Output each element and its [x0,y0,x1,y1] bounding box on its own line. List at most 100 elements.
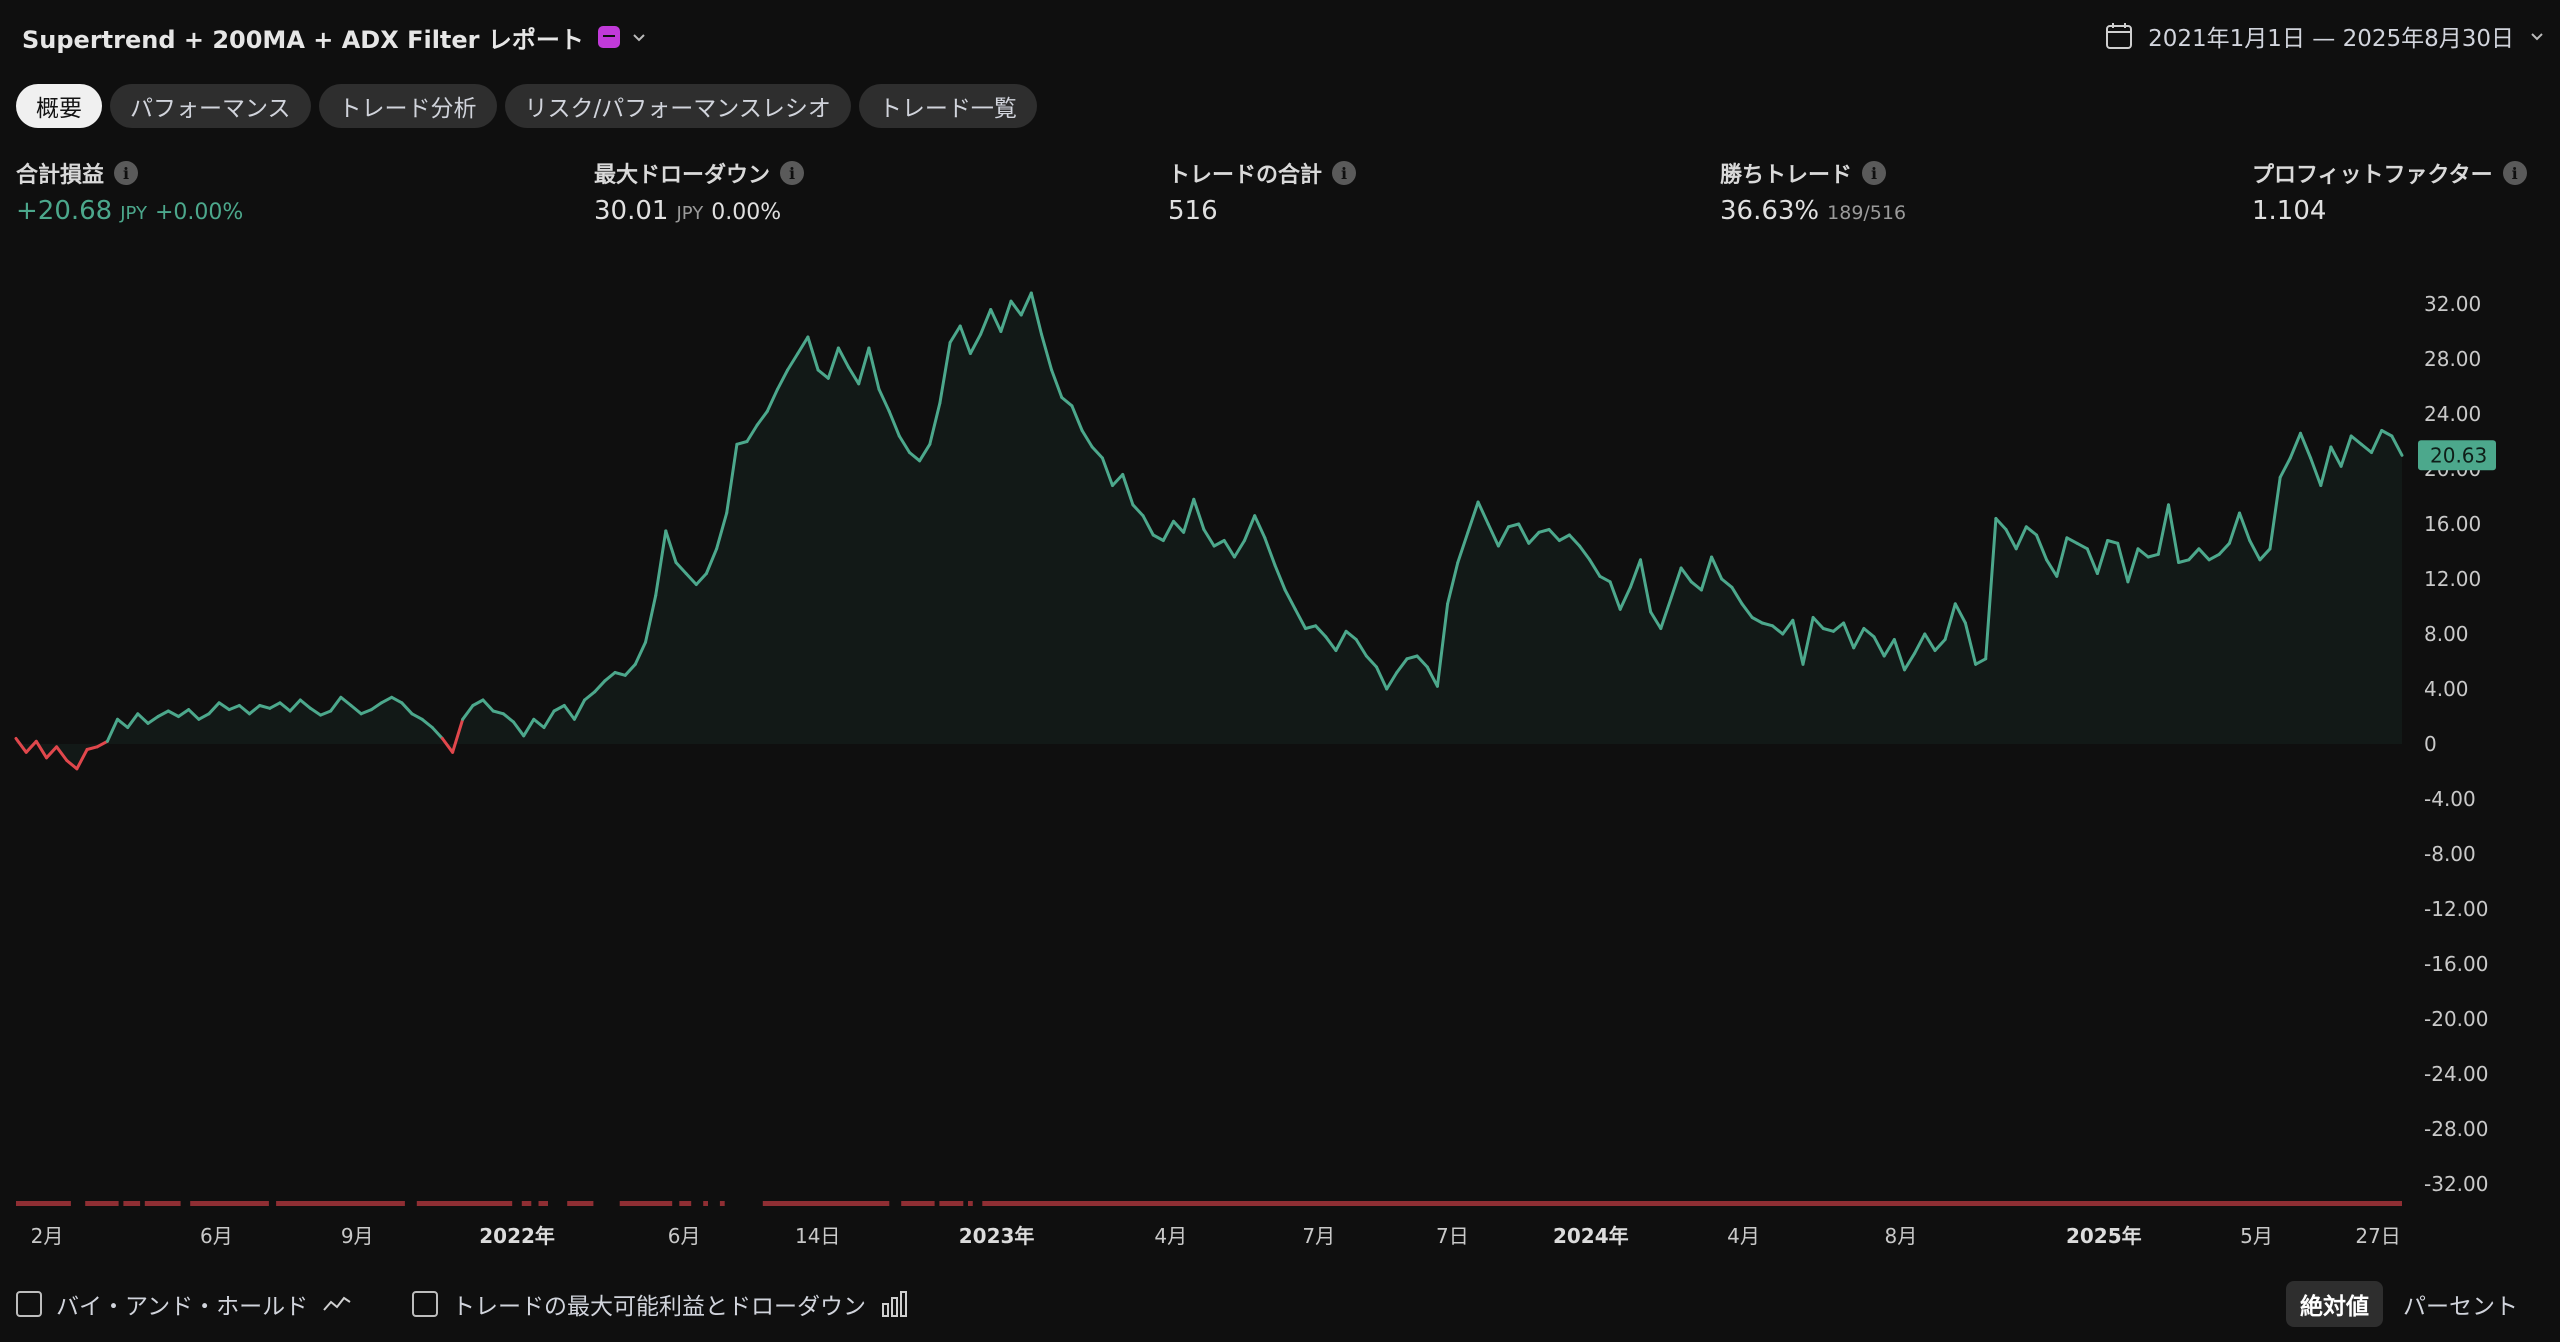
info-icon[interactable]: i [780,161,805,185]
buy-hold-toggle[interactable]: バイ・アンド・ホールド [16,1280,352,1328]
equity-line-segment [1151,533,1165,542]
equity-line-segment [2288,431,2302,460]
equity-line-segment [1222,539,1236,559]
x-tick-label: 9月 [341,1224,374,1248]
equity-line-segment [1689,580,1703,592]
equity-line-segment [1415,654,1429,669]
report-tabs: 概要 パフォーマンス トレード分析 リスク/パフォーマンスレシオ トレード一覧 [16,84,1037,128]
last-value-label: 20.63 [2430,443,2487,467]
drawdown-bar [123,1201,141,1206]
equity-line-segment [481,698,495,713]
equity-line-segment [1405,654,1419,661]
equity-chart[interactable]: 32.0028.0024.0020.0016.0012.008.004.000-… [0,270,2560,1260]
equity-line-segment [1385,671,1399,691]
percent-button[interactable]: パーセント [2403,1294,2518,1320]
equity-line-segment [1933,638,1947,652]
equity-line-segment [1111,473,1125,487]
info-icon[interactable]: i [2502,161,2527,185]
info-icon[interactable]: i [114,161,139,185]
equity-line-segment [1496,525,1510,548]
equity-line-segment [2106,539,2120,545]
tab-overview[interactable]: 概要 [16,84,102,128]
equity-line-segment [2187,547,2201,562]
y-tick-label: -12.00 [2424,897,2488,921]
equity-line-segment [1364,654,1378,669]
equity-line-segment [786,352,800,372]
equity-line-segment [958,324,972,355]
metric-total-trades: トレードの合計 i 516 [1168,158,1357,226]
equity-line-segment [1435,602,1450,688]
max-drawdown-value: 30.01 [594,196,669,226]
y-tick-label: -24.00 [2424,1062,2488,1086]
equity-line-segment [2258,547,2272,562]
buy-hold-checkbox[interactable] [16,1291,42,1317]
equity-line-segment [2075,541,2089,551]
equity-line-segment [979,308,993,336]
metric-profit-factor: プロフィットファクター i 1.104 [2252,158,2527,226]
strategy-title-dropdown[interactable]: Supertrend + 200MA + ADX Filter レポート [22,20,648,54]
y-tick-label: 12.00 [2424,567,2481,591]
max-profit-drawdown-checkbox[interactable] [412,1291,438,1317]
equity-line-segment [288,698,302,713]
equity-line-segment [1760,621,1774,628]
equity-line-segment [1974,657,1988,666]
equity-line-segment [1771,624,1785,636]
equity-line-segment [552,704,566,713]
metric-label: 最大ドローダウン [594,163,771,188]
equity-line-segment [2156,503,2170,556]
equity-line-segment [1293,607,1307,630]
value-mode-toggle: 絶対値 パーセント [2286,1280,2532,1328]
date-range-picker[interactable]: 2021年1月1日 — 2025年8月30日 [2104,18,2546,54]
info-icon[interactable]: i [1862,161,1887,185]
tab-list-of-trades[interactable]: トレード一覧 [858,84,1037,128]
equity-line-segment [258,704,272,710]
tab-performance[interactable]: パフォーマンス [110,84,311,128]
metric-label: 合計損益 [16,163,105,188]
x-tick-label: 7日 [1436,1224,1469,1248]
equity-line-segment [887,409,901,438]
equity-line-segment [14,737,28,754]
absolute-button[interactable]: 絶対値 [2286,1281,2383,1327]
metric-net-profit: 合計損益 i +20.68 JPY +0.00% [16,158,243,226]
equity-line-segment [2278,456,2292,479]
tab-trade-analysis[interactable]: トレード分析 [318,84,497,128]
max-profit-drawdown-toggle[interactable]: トレードの最大可能利益とドローダウン [412,1280,910,1328]
equity-line-segment [420,717,434,729]
y-tick-label: -32.00 [2424,1172,2488,1196]
equity-line-segment [339,695,353,707]
equity-line-segment [1639,558,1653,614]
equity-line-segment [1669,566,1683,600]
currency-unit: JPY [120,203,147,224]
equity-line-segment [95,739,109,749]
equity-line-segment [329,695,343,713]
equity-line-segment [1659,596,1673,630]
x-tick-label: 5月 [2240,1224,2273,1248]
equity-line-segment [1994,517,2008,531]
equity-line-segment [1395,657,1409,674]
chart-options: バイ・アンド・ホールド トレードの最大可能利益とドローダウン 絶対値 パーセント [0,1280,2560,1328]
calendar-icon [2106,23,2133,49]
equity-line-segment [644,594,658,644]
tab-risk-performance-ratios[interactable]: リスク/パフォーマンスレシオ [504,84,851,128]
equity-line-segment [359,708,373,716]
profit-factor-value: 1.104 [2252,196,2327,226]
info-icon[interactable]: i [1332,161,1357,185]
equity-line-segment [522,717,536,738]
drawdown-bar [939,1201,964,1206]
equity-line-segment [908,451,922,463]
equity-line-segment [532,717,546,729]
equity-line-segment [2207,552,2221,562]
equity-line-segment [684,572,698,586]
equity-line-segment [1009,299,1023,317]
equity-line-segment [1486,522,1500,548]
net-profit-percent: +0.00% [154,200,244,225]
equity-line-segment [440,737,455,754]
equity-line-segment [2095,539,2110,575]
equity-line-segment [2370,429,2384,454]
equity-line-segment [268,701,282,710]
drawdown-bar [901,1201,935,1206]
equity-line-segment [319,709,333,717]
currency-unit: JPY [676,203,704,224]
metric-label: トレードの合計 [1168,163,1323,188]
